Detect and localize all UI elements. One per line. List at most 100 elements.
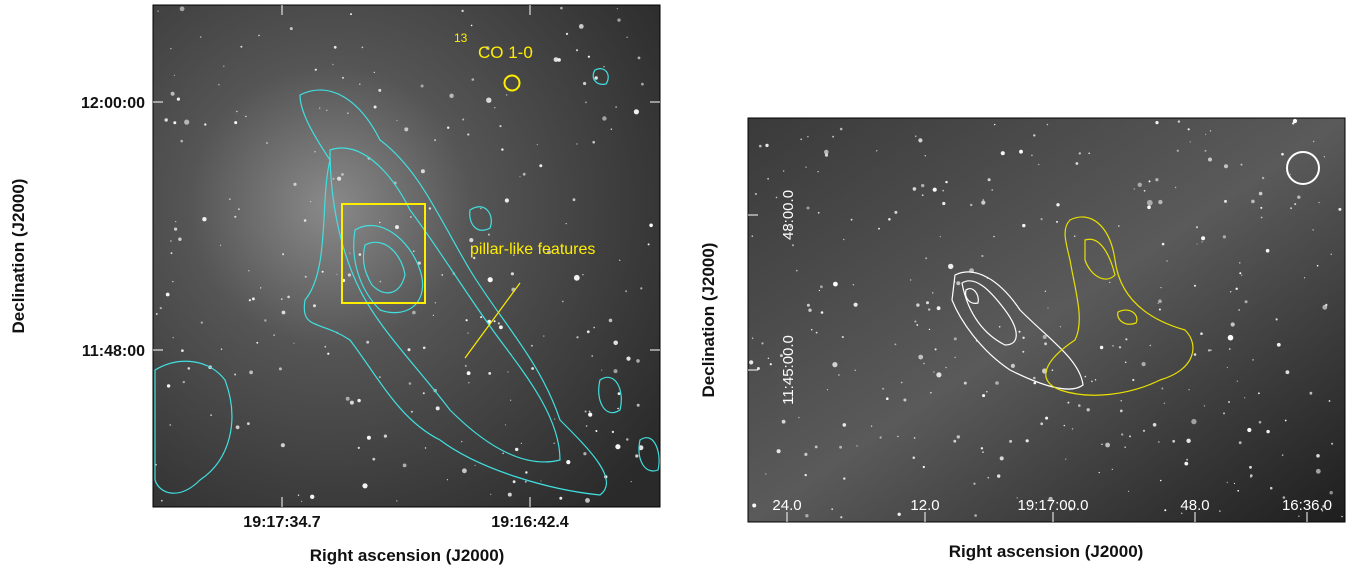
star — [595, 430, 597, 432]
star — [970, 204, 972, 206]
star — [202, 217, 206, 221]
star — [1076, 162, 1079, 165]
star — [1118, 225, 1120, 227]
star — [252, 297, 255, 300]
star — [1252, 359, 1254, 361]
star — [218, 84, 219, 85]
star — [777, 449, 781, 453]
star — [554, 419, 555, 420]
star — [992, 189, 993, 190]
star — [412, 311, 416, 315]
star — [156, 313, 158, 315]
star — [508, 493, 512, 497]
star — [755, 193, 757, 195]
star — [1259, 421, 1262, 424]
star — [221, 349, 222, 350]
star — [238, 208, 240, 210]
star — [1223, 412, 1225, 414]
star — [433, 315, 434, 316]
star — [839, 446, 842, 449]
star — [511, 272, 514, 275]
star — [995, 381, 999, 385]
star — [994, 124, 995, 125]
star — [1237, 381, 1238, 382]
star — [475, 465, 476, 466]
star — [928, 308, 930, 310]
star — [1313, 141, 1314, 142]
image-right — [748, 118, 1345, 522]
star — [618, 392, 621, 395]
star — [612, 431, 614, 433]
star — [374, 72, 375, 73]
star — [413, 250, 415, 252]
star — [171, 252, 173, 254]
star — [1261, 217, 1263, 219]
star — [619, 260, 620, 261]
star — [1109, 282, 1110, 283]
star — [940, 236, 941, 237]
star — [910, 279, 911, 280]
star — [467, 332, 468, 333]
star — [1031, 155, 1033, 157]
star — [1038, 164, 1039, 165]
star — [974, 514, 977, 517]
star — [603, 66, 604, 67]
star — [916, 303, 919, 306]
y-tick-label: 11:48:00 — [82, 343, 145, 360]
star — [494, 320, 496, 322]
star — [559, 497, 562, 500]
star — [256, 342, 258, 344]
star — [1125, 338, 1127, 340]
star — [649, 224, 653, 228]
star — [223, 66, 224, 67]
star — [1158, 303, 1159, 304]
star — [220, 245, 221, 246]
star — [247, 422, 250, 425]
star — [913, 187, 917, 191]
star — [894, 211, 897, 214]
star — [467, 371, 471, 375]
star — [901, 382, 903, 384]
star — [468, 382, 469, 383]
star — [1101, 444, 1102, 445]
star — [982, 394, 985, 397]
star — [506, 94, 508, 96]
star — [807, 136, 808, 137]
star — [583, 82, 586, 85]
x-tick-label: 12.0 — [910, 497, 939, 514]
star — [462, 119, 464, 121]
star — [540, 480, 541, 481]
star — [611, 129, 612, 130]
x-tick-label: 48.0 — [1180, 497, 1209, 514]
star — [1270, 487, 1273, 490]
star — [429, 207, 431, 209]
star — [282, 311, 286, 315]
star — [1201, 241, 1202, 242]
star — [805, 167, 806, 168]
star — [1078, 404, 1081, 407]
star — [589, 411, 591, 413]
star — [1188, 128, 1190, 130]
star — [1155, 178, 1158, 181]
star — [1210, 130, 1211, 131]
star — [1194, 285, 1196, 287]
star — [1022, 351, 1024, 353]
x-axis-label: Right ascension (J2000) — [310, 546, 505, 565]
star — [929, 329, 930, 330]
star — [1244, 397, 1245, 398]
star — [1297, 196, 1300, 199]
star — [1338, 208, 1341, 211]
star — [1184, 462, 1188, 466]
x-tick-label: 19:17:00.0 — [1018, 497, 1089, 514]
star — [1341, 516, 1343, 518]
star — [851, 219, 853, 221]
star — [1316, 454, 1320, 458]
star — [515, 448, 518, 451]
star — [614, 369, 618, 373]
star — [287, 296, 290, 299]
star — [1249, 466, 1252, 469]
star — [411, 411, 413, 413]
star — [165, 118, 168, 121]
star — [638, 57, 641, 60]
y-tick-label: 12:00:00 — [81, 95, 145, 112]
